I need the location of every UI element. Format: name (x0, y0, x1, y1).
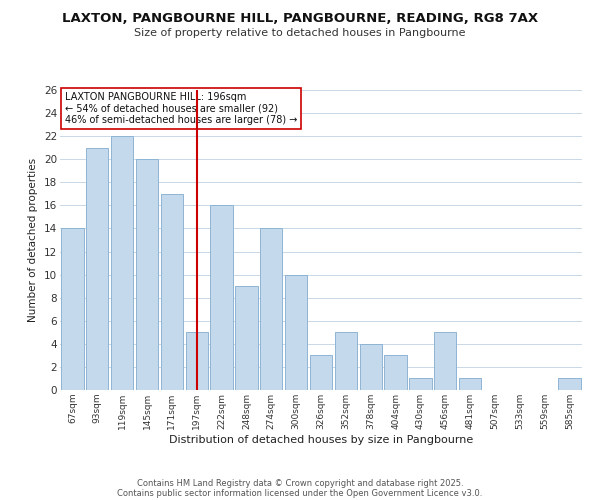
Bar (409, 378, 431, 390)
Y-axis label: Number of detached properties: Number of detached properties (28, 158, 38, 322)
Bar (385, 356, 407, 390)
Bar (310, 356, 332, 390)
Bar (260, 228, 283, 390)
Bar (86, 148, 109, 390)
Bar (161, 194, 183, 390)
Bar (61, 228, 83, 390)
Bar (335, 332, 357, 390)
Bar (211, 206, 233, 390)
Text: Size of property relative to detached houses in Pangbourne: Size of property relative to detached ho… (134, 28, 466, 38)
Bar (285, 274, 307, 390)
Bar (136, 159, 158, 390)
Text: Contains HM Land Registry data © Crown copyright and database right 2025.: Contains HM Land Registry data © Crown c… (137, 478, 463, 488)
Text: Contains public sector information licensed under the Open Government Licence v3: Contains public sector information licen… (118, 488, 482, 498)
Bar (359, 344, 382, 390)
Text: LAXTON PANGBOURNE HILL: 196sqm
← 54% of detached houses are smaller (92)
46% of : LAXTON PANGBOURNE HILL: 196sqm ← 54% of … (65, 92, 298, 124)
Bar (111, 136, 133, 390)
Bar (185, 332, 208, 390)
Bar (559, 378, 581, 390)
Bar (235, 286, 257, 390)
X-axis label: Distribution of detached houses by size in Pangbourne: Distribution of detached houses by size … (169, 434, 473, 444)
Text: LAXTON, PANGBOURNE HILL, PANGBOURNE, READING, RG8 7AX: LAXTON, PANGBOURNE HILL, PANGBOURNE, REA… (62, 12, 538, 26)
Bar (434, 332, 457, 390)
Bar (459, 378, 481, 390)
